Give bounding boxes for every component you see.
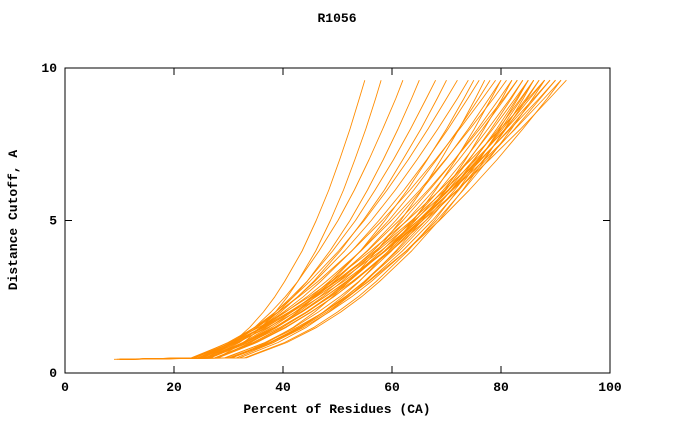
x-tick-label: 60 — [384, 380, 400, 395]
model-curve — [119, 79, 535, 360]
model-curve — [122, 79, 529, 360]
model-curve — [122, 79, 551, 360]
model-curve — [119, 79, 551, 360]
model-curve — [119, 79, 496, 360]
model-curve — [119, 79, 545, 360]
x-tick-label: 80 — [493, 380, 509, 395]
x-tick-label: 20 — [166, 380, 182, 395]
axes-layer: 0 20 40 60 80 100 0 5 10 — [41, 61, 622, 395]
model-curve — [119, 79, 518, 360]
y-tick-label: 0 — [49, 366, 57, 381]
model-curve — [124, 79, 491, 360]
model-curve — [122, 79, 502, 360]
model-curve — [124, 79, 545, 360]
y-tick-label: 10 — [41, 61, 57, 76]
x-tick-label: 40 — [275, 380, 291, 395]
x-tick-label: 100 — [598, 380, 622, 395]
model-curve — [124, 79, 507, 360]
y-axis-label: Distance Cutoff, A — [6, 150, 21, 291]
x-tick-label: 0 — [61, 380, 69, 395]
model-curve — [119, 79, 540, 360]
model-curve — [119, 79, 556, 360]
model-curve — [124, 79, 562, 360]
model-curve — [119, 80, 404, 360]
model-curve — [119, 79, 562, 360]
model-curve — [119, 79, 529, 360]
model-curve — [124, 79, 556, 360]
model-curve — [119, 79, 535, 360]
model-curve — [124, 79, 529, 360]
chart-title: R1056 — [317, 11, 356, 26]
curves-layer — [113, 79, 567, 360]
x-axis-label: Percent of Residues (CA) — [243, 402, 430, 417]
model-curve — [113, 80, 366, 360]
y-tick-label: 5 — [49, 214, 57, 229]
model-curve — [119, 79, 545, 360]
model-curve — [119, 80, 382, 360]
model-curve — [122, 79, 567, 360]
